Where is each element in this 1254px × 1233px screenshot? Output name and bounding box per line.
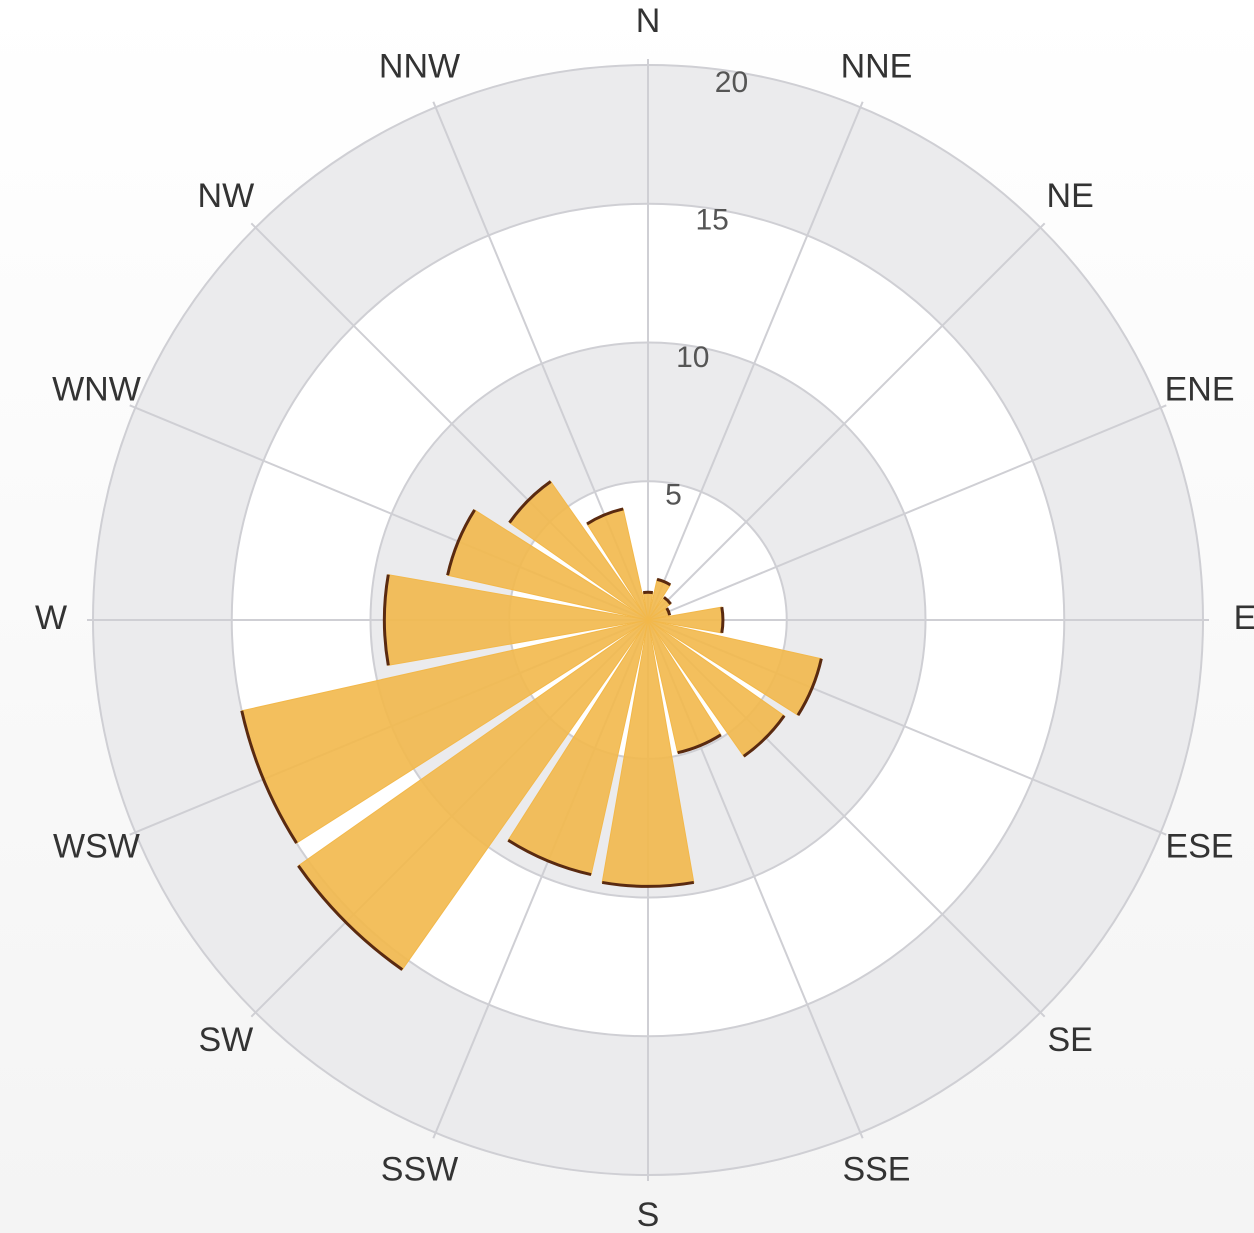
category-label: SSW xyxy=(381,1151,458,1189)
bar-edge xyxy=(586,507,624,526)
y-tick-label: 15 xyxy=(695,204,728,237)
bar-edge xyxy=(796,658,823,716)
category-label: SW xyxy=(198,1021,253,1059)
category-label: S xyxy=(637,1196,660,1233)
spoke xyxy=(647,404,1167,621)
spoke xyxy=(647,222,1046,621)
bar-edge xyxy=(297,864,404,971)
bar-edge xyxy=(656,577,672,587)
category-label: NW xyxy=(198,177,255,215)
bar-edge xyxy=(601,880,695,888)
bar-edge xyxy=(507,838,592,877)
category-label: NE xyxy=(1047,177,1094,215)
spoke xyxy=(647,101,864,621)
bar-edge xyxy=(720,606,725,634)
category-label: E xyxy=(1234,599,1254,637)
category-label: ENE xyxy=(1165,371,1235,409)
bar-edge xyxy=(663,596,672,605)
category-label: SE xyxy=(1047,1021,1092,1059)
bar-edge xyxy=(677,733,722,755)
bar-edge xyxy=(240,710,298,844)
y-tick-label: 20 xyxy=(715,66,748,99)
category-label: WSW xyxy=(53,827,140,865)
category-label: NNE xyxy=(841,47,913,85)
category-label: SSE xyxy=(842,1151,910,1189)
category-label: N xyxy=(636,2,661,40)
category-label: ESE xyxy=(1166,827,1234,865)
bar-edge xyxy=(382,574,390,666)
bar-edge xyxy=(742,714,786,758)
bar-edge xyxy=(508,480,552,524)
category-label: NNW xyxy=(379,47,460,85)
bar-edge xyxy=(665,607,672,616)
y-tick-label: 5 xyxy=(665,478,682,511)
category-label: WNW xyxy=(52,371,141,409)
category-label: W xyxy=(35,599,67,637)
bar-edge xyxy=(446,509,476,576)
y-tick-label: 10 xyxy=(676,341,709,374)
